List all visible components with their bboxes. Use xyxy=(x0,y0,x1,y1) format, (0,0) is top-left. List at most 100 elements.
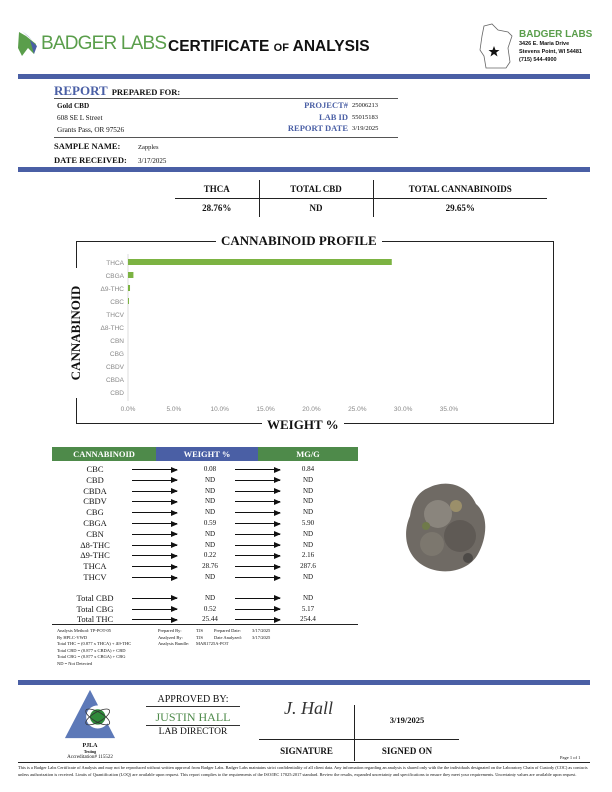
arrow-icon xyxy=(235,520,281,527)
x-tick-label: 25.0% xyxy=(348,406,367,413)
total-row: Total CBD ND ND xyxy=(52,593,358,604)
lab-id: 55015183 xyxy=(352,113,378,121)
arrow-icon xyxy=(132,498,178,505)
cannabinoid-name: CBN xyxy=(86,528,104,539)
method-note: Total CBD = (0.877 x CBDA) + CBD xyxy=(57,647,126,653)
col-cannabinoid: CANNABINOID xyxy=(52,447,156,461)
mgg-value: ND xyxy=(302,529,314,538)
bar-CBGA xyxy=(128,272,134,278)
accreditation-number: Accreditation# 115522 xyxy=(67,755,113,760)
weight-value: ND xyxy=(204,593,216,602)
cannabinoid-name: Total THC xyxy=(76,614,114,625)
result-row: CBC 0.08 0.84 xyxy=(52,464,358,475)
y-tick-label: CBG xyxy=(110,351,124,358)
logo-text: BADGER LABS xyxy=(41,33,167,54)
result-row: CBGA 0.59 5.90 xyxy=(52,518,358,529)
weight-value: 0.08 xyxy=(203,465,217,473)
y-tick-label: CBDV xyxy=(106,364,125,371)
arrow-icon xyxy=(235,477,281,484)
result-row: THCA 28.76 287.6 xyxy=(52,561,358,572)
y-tick-label: THCA xyxy=(106,260,124,267)
method-note: ND = Not Detected xyxy=(57,660,93,666)
section-divider xyxy=(18,167,590,172)
weight-value: 25.44 xyxy=(202,615,218,624)
total-row: Total CBG 0.52 5.17 xyxy=(52,604,358,615)
signed-on-label: SIGNED ON xyxy=(381,746,433,756)
signature-image: J. Hall xyxy=(284,698,333,718)
y-tick-label: THCV xyxy=(106,312,124,319)
y-tick-label: CBDA xyxy=(106,377,125,384)
cannabinoid-name: CBG xyxy=(86,507,104,518)
cannabinoid-name: THCV xyxy=(83,572,107,582)
x-tick-label: 0.0% xyxy=(121,406,136,413)
cannabinoid-name: CBD xyxy=(86,474,104,485)
total-row: Total THC 25.44 254.4 xyxy=(52,614,358,625)
arrow-icon xyxy=(132,520,178,527)
y-tick-label: Δ9-THC xyxy=(101,286,125,293)
arrow-icon xyxy=(235,552,281,559)
mgg-value: ND xyxy=(302,573,314,581)
summary-total-cbd: ND xyxy=(258,198,373,217)
sample-info: SAMPLE NAME: Zapples DATE RECEIVED: 3/17/2… xyxy=(54,141,167,165)
result-row: CBDA ND ND xyxy=(52,486,358,497)
lab-info: BADGER LABS 3426 E. Maria Drive Stevens … xyxy=(519,29,593,63)
cannabinoid-name: CBC xyxy=(86,464,104,474)
method-notes: Analysis Method: TP-POT-05 By HPLC-VWD Tot… xyxy=(57,628,131,667)
x-tick-label: 15.0% xyxy=(256,406,275,413)
arrow-icon xyxy=(235,488,281,495)
mgg-value: ND xyxy=(302,486,314,495)
signed-date: 3/19/2025 xyxy=(389,715,425,725)
mgg-value: 2.16 xyxy=(301,551,315,560)
client-info: Gold CBD 608 SE L Street Grants Pass, OR… xyxy=(57,102,125,134)
weight-value: ND xyxy=(204,573,216,581)
arrow-icon xyxy=(132,466,178,473)
weight-value: ND xyxy=(204,497,216,506)
weight-value: 0.22 xyxy=(203,551,217,560)
mgg-value: ND xyxy=(302,540,314,549)
mgg-value: ND xyxy=(302,593,314,602)
footer-divider xyxy=(18,680,590,685)
mgg-value: 5.17 xyxy=(301,604,315,613)
x-tick-label: 10.0% xyxy=(210,406,229,413)
cannabinoid-profile-chart: THCA CBGA Δ9-THC CBC THCV Δ8-THC CBN CBG CBDV CBD… xyxy=(101,254,458,413)
cannabinoid-name: Total CBG xyxy=(76,603,114,614)
arrow-icon xyxy=(132,531,178,538)
arrow-icon xyxy=(235,466,281,473)
result-row: THCV ND ND xyxy=(52,572,358,583)
weight-value: 0.59 xyxy=(203,519,217,527)
arrow-icon xyxy=(132,542,178,549)
chart-title: CANNABINOID PROFILE xyxy=(216,233,382,249)
page-title: CERTIFICATE OF ANALYSIS xyxy=(168,38,370,55)
y-tick-label: CBD xyxy=(110,390,124,397)
arrow-icon xyxy=(235,498,281,505)
method-note: By HPLC-VWD xyxy=(57,634,88,640)
mgg-value: 254.4 xyxy=(300,615,316,624)
weight-value: ND xyxy=(204,508,216,517)
project-number: 25006213 xyxy=(352,102,378,109)
summary-thca: 28.76% xyxy=(202,203,232,213)
result-row: Δ8-THC ND ND xyxy=(52,540,358,551)
prep-info: Prepared By: TJS Prepared Date: 3/17/202… xyxy=(158,628,271,646)
result-row: Δ9-THC 0.22 2.16 xyxy=(52,550,358,561)
y-tick-label: CBGA xyxy=(106,273,125,280)
method-note: Total CBG = (0.877 x CBGA) + CBG xyxy=(57,654,126,659)
method-note: Total THC = (0.877 x THCA) + Δ9-THC xyxy=(57,641,132,646)
chart-xlabel: WEIGHT % xyxy=(262,417,344,433)
arrow-icon xyxy=(235,574,281,581)
cannabinoid-name: CBDA xyxy=(83,485,107,496)
sample-photo xyxy=(406,483,486,572)
arrow-icon xyxy=(235,509,281,516)
weight-value: ND xyxy=(204,475,216,484)
weight-value: 28.76 xyxy=(202,562,218,571)
cannabinoid-name: CBDV xyxy=(83,496,107,507)
mgg-value: ND xyxy=(302,497,314,506)
badger-logo-icon xyxy=(18,31,37,56)
weight-value: ND xyxy=(204,529,216,538)
mgg-value: 287.6 xyxy=(300,562,316,571)
wisconsin-map-icon xyxy=(479,23,513,69)
report-date: 3/19/2025 xyxy=(352,125,379,132)
page-number: Page 1 of 1 xyxy=(560,755,581,760)
cannabinoid-name: Δ8-THC xyxy=(80,539,110,550)
header-divider xyxy=(18,74,590,79)
summary-total-cannabinoids: 29.65% xyxy=(372,198,547,217)
